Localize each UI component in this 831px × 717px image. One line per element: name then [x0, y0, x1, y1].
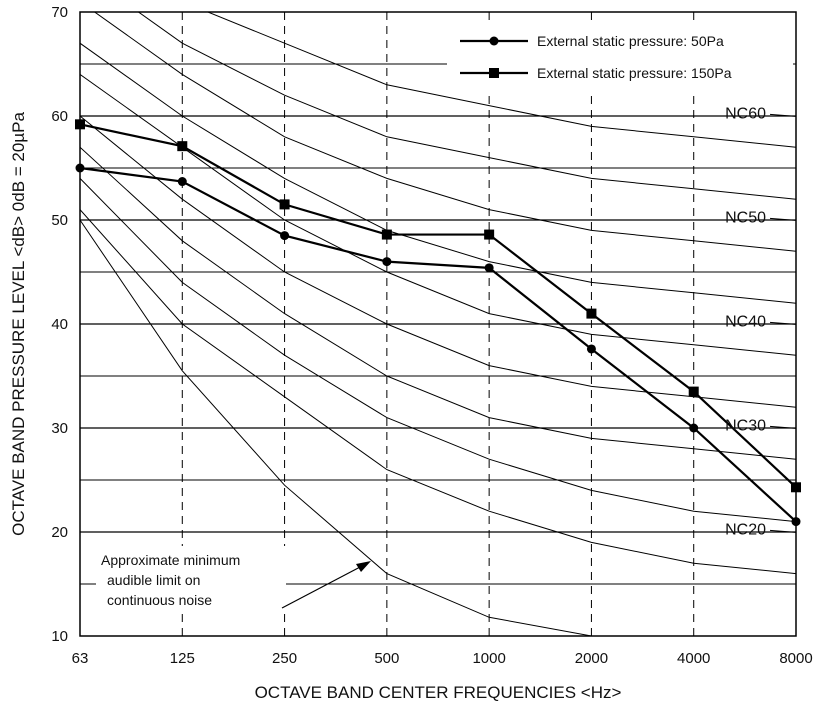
- grid-lines: [80, 12, 796, 636]
- y-tick-label: 30: [51, 420, 68, 437]
- min-audible-curve: [79, 219, 592, 637]
- nc-label-leader: [769, 321, 797, 325]
- x-tick-label: 1000: [472, 650, 505, 667]
- series-2-point: [688, 386, 699, 397]
- nc-label: NC60: [725, 105, 766, 122]
- min-audible-line: [79, 219, 592, 637]
- x-tick-label: 4000: [677, 650, 710, 667]
- annotation-text: audible limit on: [107, 572, 200, 588]
- legend: External static pressure: 50Pa External s…: [447, 22, 793, 90]
- nc-curve-nc45: [80, 42, 796, 304]
- annotation: Approximate minimum audible limit on conti…: [96, 546, 371, 609]
- series-2-point: [484, 229, 495, 240]
- series-1-point: [280, 231, 290, 241]
- annotation-bg: [96, 546, 286, 608]
- series-2-point: [586, 308, 597, 319]
- annotation-arrowhead: [356, 561, 371, 572]
- nc-label-leader: [769, 425, 797, 429]
- x-tick-label: 2000: [575, 650, 608, 667]
- annotation-text: continuous noise: [107, 592, 212, 608]
- series-1-point: [177, 177, 187, 187]
- nc-curve-nc55: [137, 12, 796, 200]
- annotation-arrow: [281, 565, 363, 609]
- y-tick-label: 50: [51, 212, 68, 229]
- x-tick-label: 63: [72, 650, 89, 667]
- nc-curve-nc20: [80, 209, 796, 575]
- legend-marker: [489, 36, 499, 46]
- nc-labels: NC60 NC50 NC40 NC30 NC20: [725, 105, 797, 538]
- nc-label: NC50: [725, 209, 766, 226]
- nc-curve-nc25: [80, 178, 796, 523]
- legend-label: External static pressure: 50Pa: [537, 33, 724, 49]
- series-2-point: [177, 141, 188, 152]
- nc-label: NC40: [725, 313, 766, 330]
- nc-label-leader: [769, 217, 797, 221]
- x-tick-label: 500: [374, 650, 399, 667]
- x-tick-label: 8000: [779, 650, 812, 667]
- x-tick-label: 125: [170, 650, 195, 667]
- series-2-point: [381, 229, 392, 240]
- series-2-point: [279, 199, 290, 210]
- nc-label-leader: [769, 113, 797, 117]
- nc-label-leader: [769, 529, 797, 533]
- nc-curve-nc60: [206, 12, 796, 148]
- legend-label: External static pressure: 150Pa: [537, 65, 732, 81]
- series-1-point: [382, 257, 392, 267]
- nc-curve-nc40: [80, 73, 796, 356]
- series-1-point: [689, 423, 699, 433]
- series-line-2: [79, 123, 797, 489]
- series-line-1: [79, 166, 797, 523]
- nc-label: NC30: [725, 417, 766, 434]
- series-1-point: [484, 263, 494, 273]
- nc-curve-nc30: [80, 146, 796, 460]
- nc-curves: [80, 12, 796, 575]
- x-tick-label: 250: [272, 650, 297, 667]
- y-tick-label: 40: [51, 316, 68, 333]
- y-tick-label: 10: [51, 628, 68, 645]
- nc-label: NC20: [725, 521, 766, 538]
- y-tick-label: 20: [51, 524, 68, 541]
- y-tick-label: 70: [51, 4, 68, 21]
- nc-curve-nc35: [80, 115, 796, 408]
- y-tick-label: 60: [51, 108, 68, 125]
- legend-marker: [489, 68, 499, 78]
- annotation-text: Approximate minimum: [101, 552, 240, 568]
- legend-box: [447, 22, 793, 90]
- nc-curve-nc50: [93, 12, 796, 252]
- plot-frame: [79, 11, 797, 637]
- tick-labels: 10 20 30 40 50 60 70 63 125 250 500 1000 2000 4000 800…: [51, 4, 812, 667]
- y-axis-label: OCTAVE BAND PRESSURE LEVEL <dB> 0dB = 20…: [9, 112, 28, 536]
- x-axis-label: OCTAVE BAND CENTER FREQUENCIES <Hz>: [255, 683, 622, 702]
- data-series: [75, 119, 801, 527]
- series-1-point: [586, 344, 596, 354]
